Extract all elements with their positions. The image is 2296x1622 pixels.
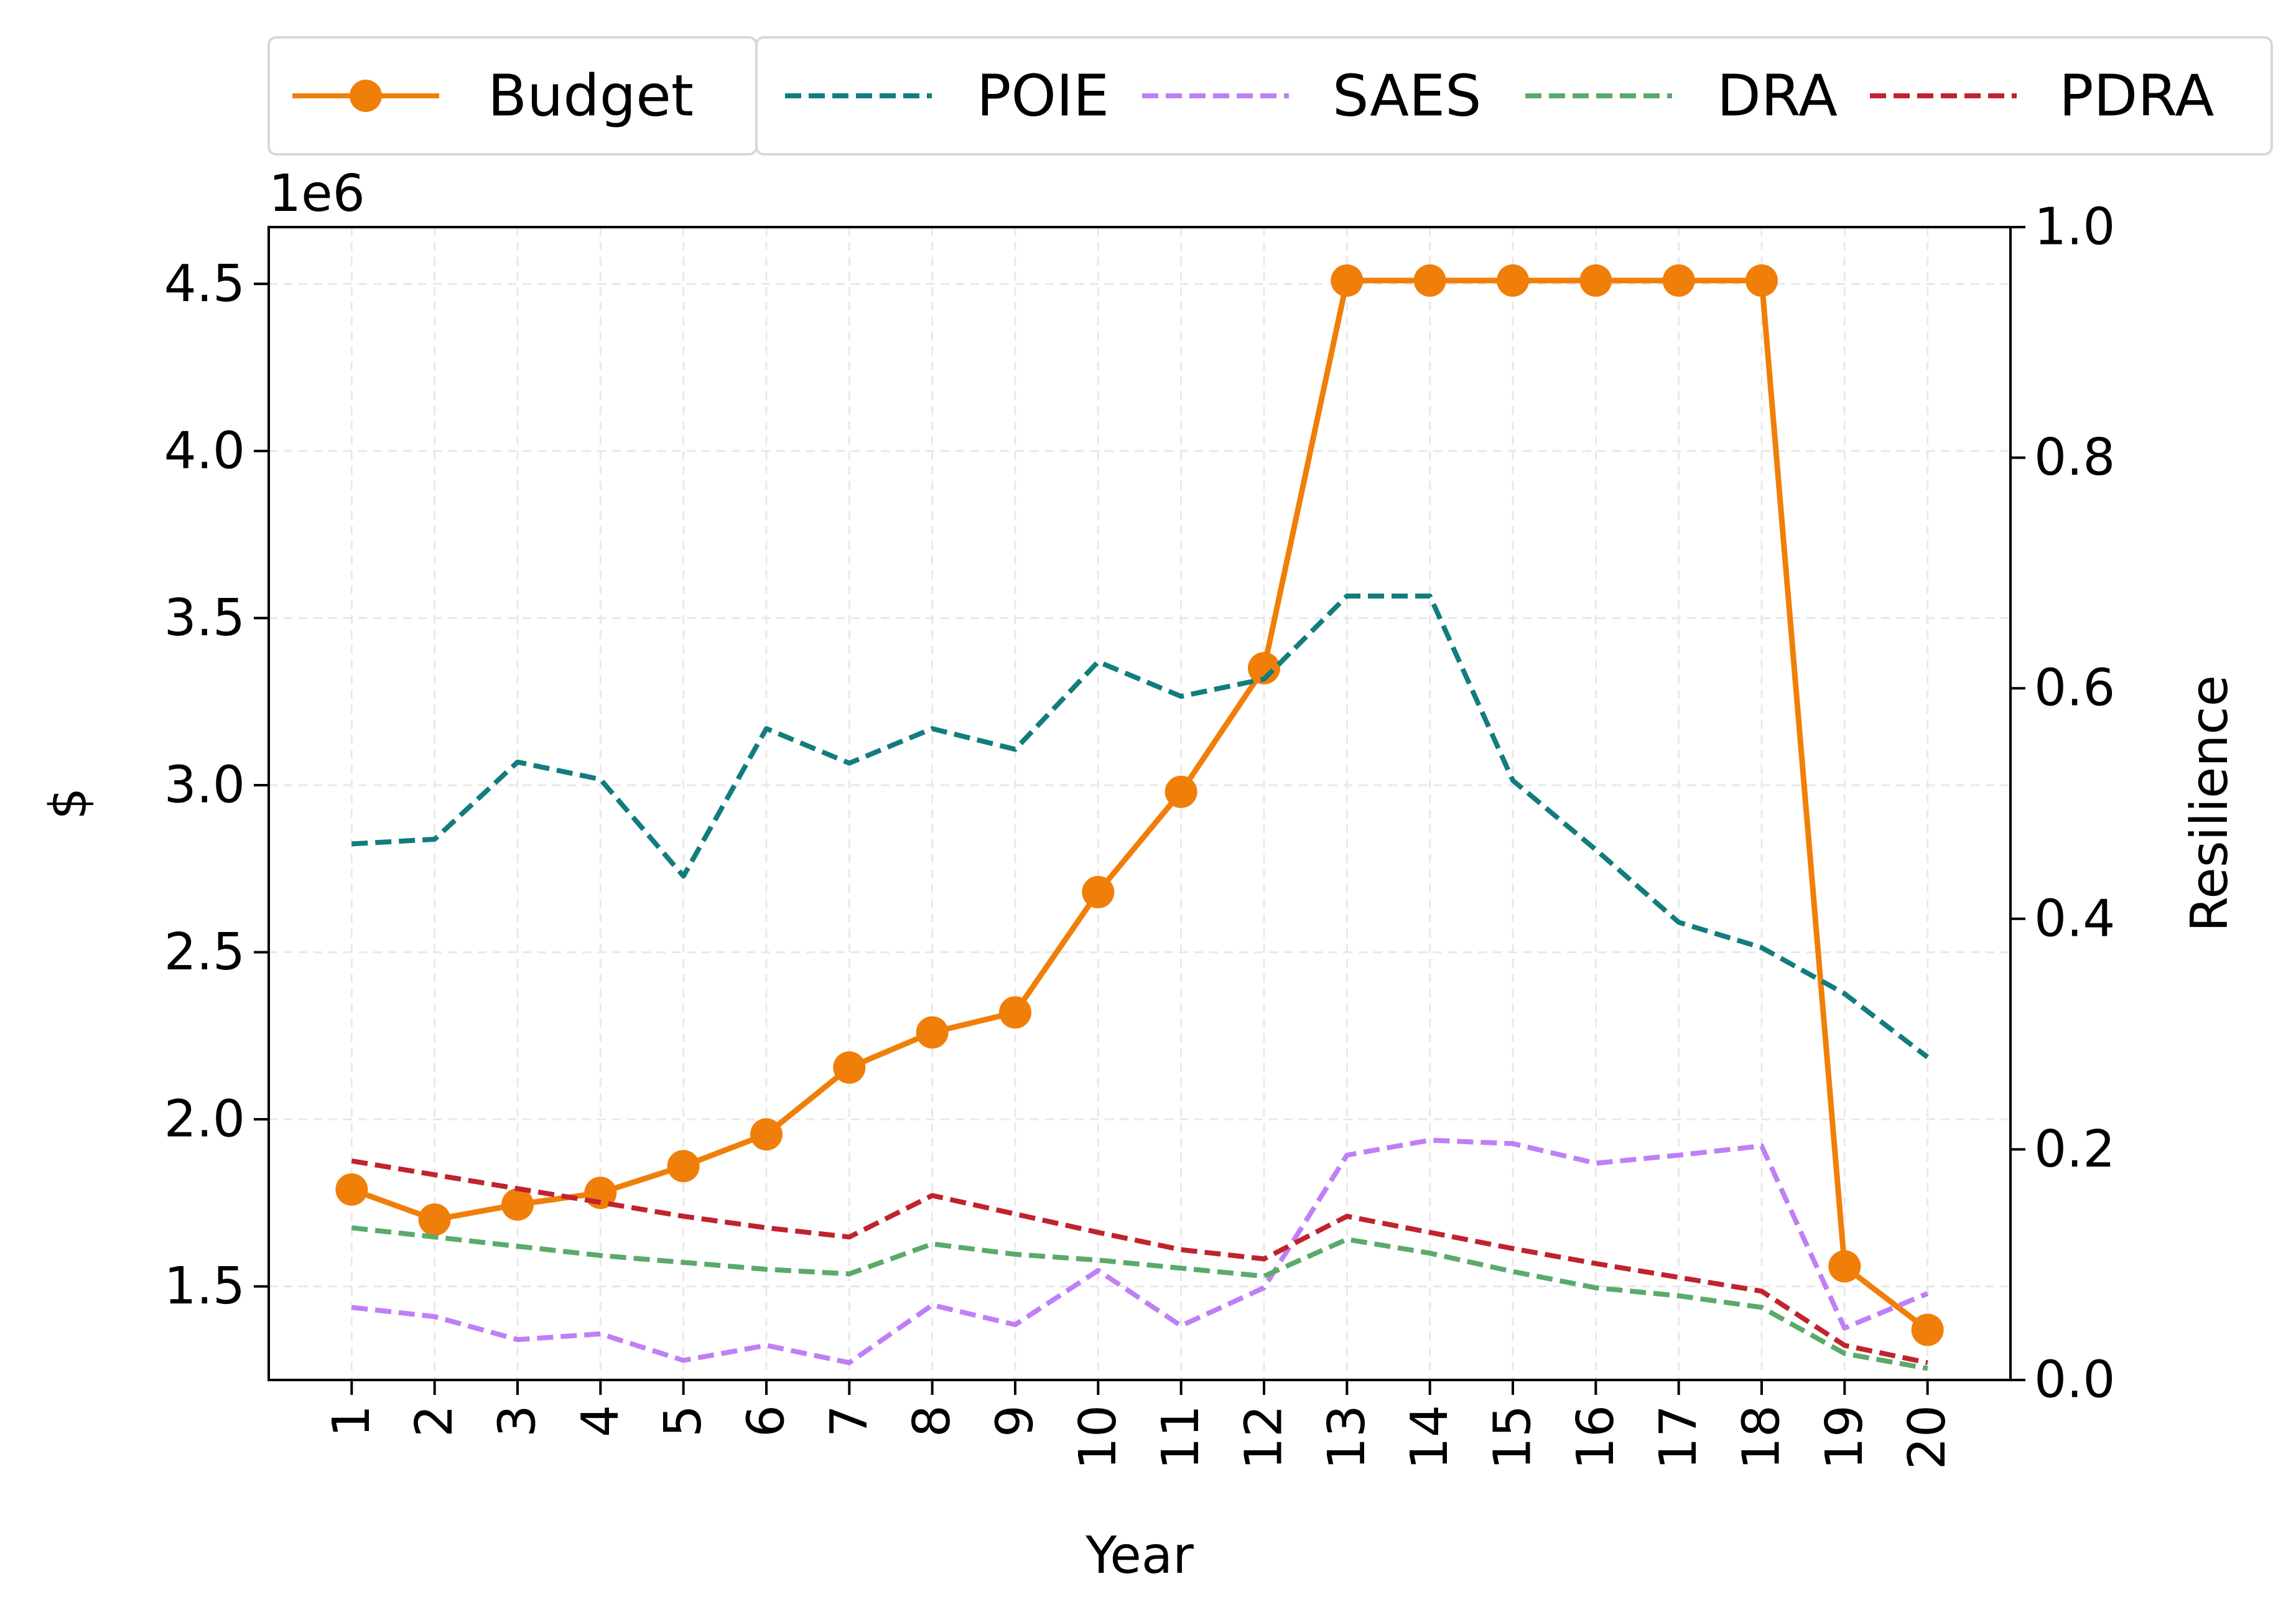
legend-label-saes: SAES — [1332, 63, 1482, 129]
legend-label-budget: Budget — [488, 63, 694, 129]
data-point-budget — [1828, 1250, 1861, 1283]
grid-layer — [269, 227, 2010, 1380]
right-tick-label: 0.4 — [2034, 889, 2115, 948]
data-point-budget — [750, 1118, 783, 1151]
left-tick-label: 3.0 — [164, 755, 245, 814]
data-point-budget — [1497, 264, 1529, 297]
series-budget — [335, 264, 1944, 1346]
x-tick-label: 11 — [1151, 1405, 1211, 1470]
x-axis-title: Year — [1085, 1526, 1194, 1585]
x-tick-label: 9 — [986, 1405, 1045, 1437]
x-tick-label: 4 — [571, 1405, 630, 1437]
data-point-budget — [1082, 875, 1115, 908]
left-tick-label: 2.5 — [164, 923, 245, 982]
data-point-budget — [1911, 1313, 1944, 1346]
data-point-budget — [418, 1203, 451, 1236]
x-tick-label: 8 — [903, 1405, 962, 1437]
x-tick-label: 10 — [1069, 1405, 1128, 1470]
x-tick-label: 13 — [1318, 1405, 1377, 1470]
series-saes — [351, 1137, 1929, 1366]
left-tick-label: 3.5 — [164, 589, 245, 648]
series-line-poie — [351, 594, 1930, 1060]
series-line-dra — [351, 1225, 1928, 1371]
x-tick-label: 14 — [1400, 1405, 1459, 1470]
series-line-budget — [350, 277, 1930, 1332]
x-tick-label: 1 — [322, 1405, 381, 1437]
left-tick-label: 1.5 — [164, 1257, 245, 1316]
x-tick-label: 6 — [737, 1405, 796, 1437]
legend: Budget POIE SAES DRA PDRA — [267, 36, 2273, 156]
x-tick-label: 17 — [1649, 1405, 1708, 1470]
data-point-budget — [1413, 264, 1446, 297]
series-pdra — [351, 1158, 1928, 1366]
legend-box — [755, 36, 2273, 156]
right-tick-label: 0.0 — [2034, 1351, 2115, 1410]
data-point-budget — [916, 1016, 949, 1049]
left-tick-label: 4.5 — [164, 254, 245, 314]
right-tick-label: 0.6 — [2034, 659, 2115, 718]
left-tick-label: 4.0 — [164, 421, 245, 480]
x-tick-label: 2 — [405, 1405, 464, 1437]
legend-label-dra: DRA — [1717, 63, 1838, 129]
legend-marker-budget — [350, 80, 382, 112]
right-tick-label: 1.0 — [2034, 198, 2115, 257]
x-tick-label: 12 — [1235, 1405, 1294, 1470]
x-tick-label: 19 — [1815, 1405, 1874, 1470]
x-tick-label: 18 — [1732, 1405, 1792, 1470]
legend-label-pdra: PDRA — [2059, 63, 2215, 129]
data-point-budget — [1579, 264, 1612, 297]
series-line-pdra — [351, 1158, 1928, 1366]
legend-label-poie: POIE — [977, 63, 1109, 129]
right-axis-title: Resilience — [2180, 675, 2239, 932]
data-point-budget — [1164, 775, 1197, 808]
x-tick-label: 15 — [1484, 1405, 1543, 1470]
left-axis-title: $ — [39, 787, 98, 819]
data-point-budget — [1248, 651, 1280, 684]
right-tick-label: 0.8 — [2034, 428, 2115, 487]
data-point-budget — [1331, 264, 1364, 297]
data-point-budget — [501, 1188, 534, 1221]
data-point-budget — [1745, 264, 1778, 297]
data-point-budget — [999, 996, 1031, 1029]
x-tick-label: 3 — [488, 1405, 547, 1437]
x-tick-label: 7 — [820, 1405, 879, 1437]
data-point-budget — [1662, 264, 1695, 297]
series-line-saes — [351, 1137, 1929, 1366]
x-tick-label: 16 — [1566, 1405, 1625, 1470]
plot-frame — [267, 226, 2012, 1381]
data-point-budget — [335, 1173, 368, 1206]
data-point-budget — [667, 1150, 700, 1183]
left-tick-label: 2.0 — [164, 1090, 245, 1149]
x-tick-label: 5 — [654, 1405, 713, 1437]
series-poie — [351, 594, 1930, 1060]
axes-layer: 1 2 3 4 5 6 7 8 9 10 11 12 13 14 15 16 17 18 19 201.52.02.5… — [39, 164, 2239, 1585]
data-point-budget — [833, 1051, 866, 1084]
right-tick-label: 0.2 — [2034, 1120, 2115, 1179]
left-axis-multiplier: 1e6 — [269, 164, 365, 223]
x-tick-label: 20 — [1898, 1405, 1957, 1470]
series-dra — [351, 1225, 1928, 1371]
series-layer — [335, 264, 1944, 1371]
